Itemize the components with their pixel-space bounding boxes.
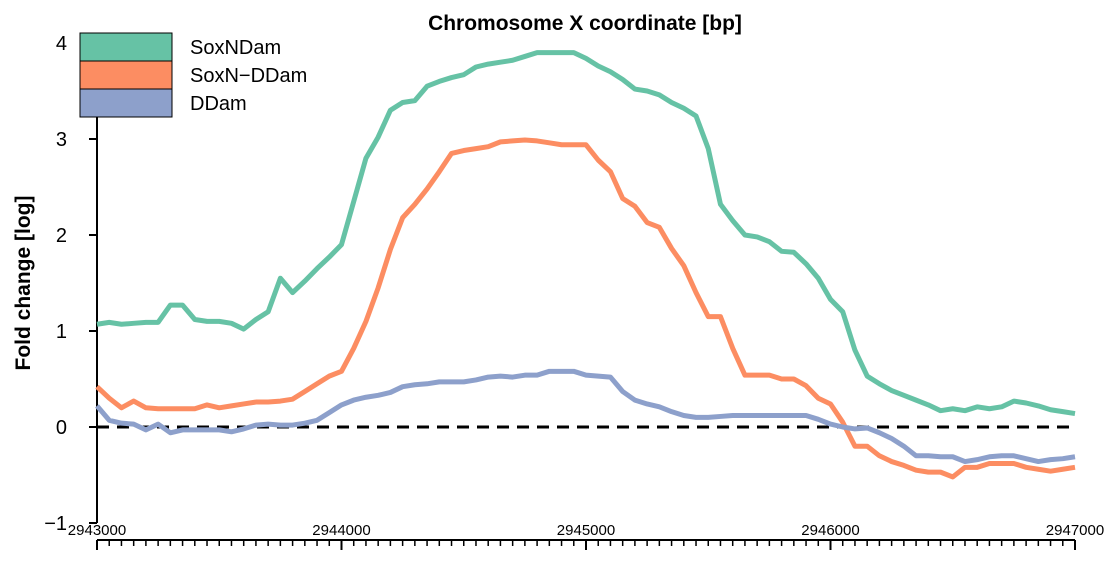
- chart-title: Chromosome X coordinate [bp]: [428, 12, 742, 35]
- legend-swatch: [79, 88, 173, 118]
- x-tick-label: 2943000: [68, 522, 126, 539]
- x-tick-label: 2945000: [557, 522, 615, 539]
- x-tick-label: 2944000: [312, 522, 370, 539]
- y-tick-label: 1: [56, 321, 67, 343]
- legend-swatch: [79, 60, 173, 90]
- x-tick-label: 2946000: [801, 522, 859, 539]
- legend-swatch: [79, 32, 173, 62]
- legend-label: SoxN−DDam: [190, 65, 307, 87]
- y-tick-label: 2: [56, 225, 67, 247]
- legend-label: SoxNDam: [190, 37, 281, 59]
- series-line: [96, 50, 1076, 417]
- y-tick-label: −1: [44, 513, 67, 535]
- y-tick-label: 0: [56, 417, 67, 439]
- y-axis-label: Fold change [log]: [12, 196, 35, 371]
- y-tick-label: 3: [56, 129, 67, 151]
- y-tick-label: 4: [56, 33, 67, 55]
- x-tick-label: 2947000: [1046, 522, 1104, 539]
- series-line: [95, 137, 1076, 480]
- legend-label: DDam: [190, 93, 247, 115]
- series-line: [95, 368, 1076, 465]
